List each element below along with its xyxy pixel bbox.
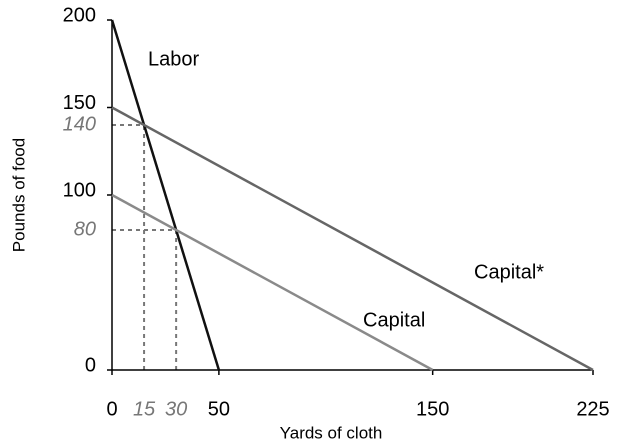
series-label: Capital* (474, 261, 544, 283)
x-tick-label: 150 (416, 398, 449, 420)
guide-label: 30 (165, 398, 187, 420)
x-axis-title: Yards of cloth (280, 423, 383, 442)
y-tick-label: 0 (85, 354, 96, 376)
y-axis-title: Pounds of food (9, 138, 28, 252)
series-label: Labor (148, 48, 199, 70)
guide-label: 140 (63, 113, 96, 135)
series-label: Capital (363, 309, 425, 331)
y-tick-label: 150 (63, 92, 96, 114)
y-tick-label: 200 (63, 4, 96, 26)
guide-label: 80 (74, 218, 96, 240)
x-tick-label: 0 (106, 398, 117, 420)
guide-label: 15 (133, 398, 156, 420)
series-line (111, 106, 594, 372)
x-tick-label: 225 (576, 398, 609, 420)
x-tick-label: 50 (208, 398, 230, 420)
y-tick-label: 100 (63, 179, 96, 201)
series-line (111, 193, 434, 372)
series-line (110, 19, 221, 371)
